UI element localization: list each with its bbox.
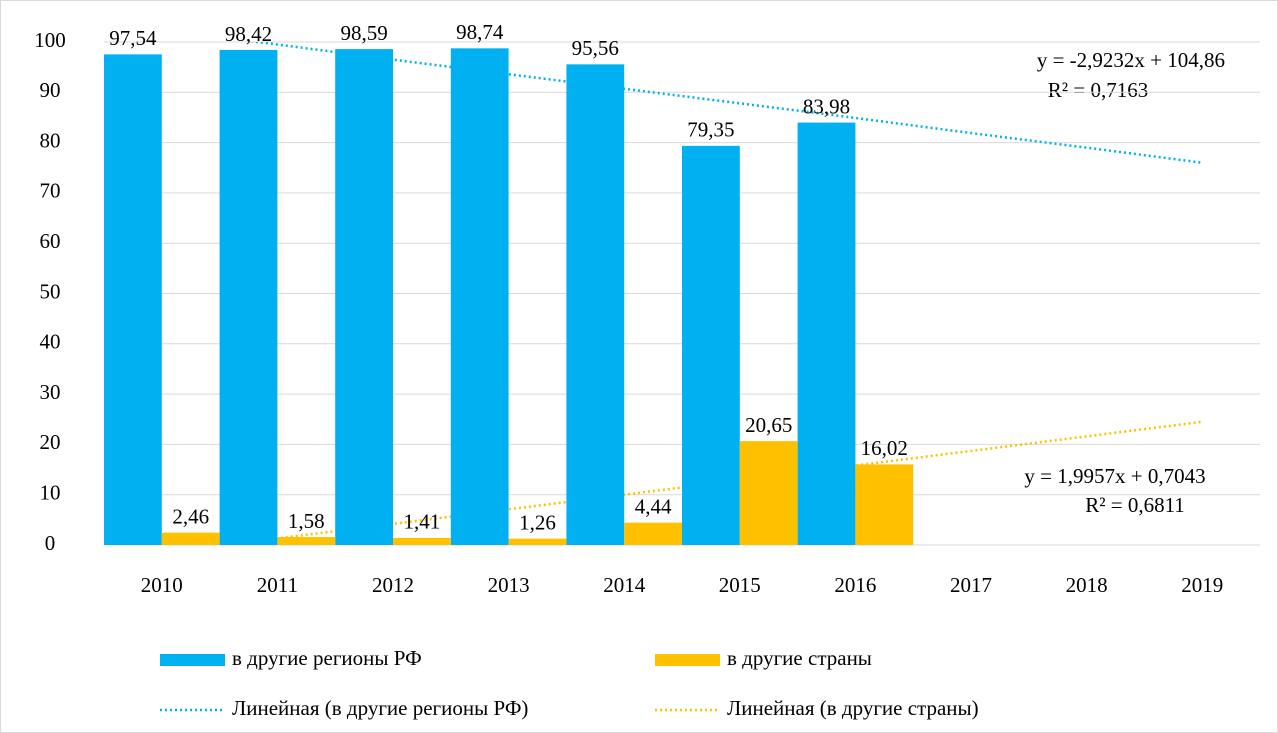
trend-equation: y = -2,9232x + 104,86	[1037, 48, 1225, 72]
data-label: 97,54	[109, 26, 157, 50]
bar	[277, 537, 336, 545]
x-tick-label: 2019	[1181, 573, 1223, 597]
bar	[508, 538, 567, 545]
data-label: 79,35	[687, 118, 734, 142]
y-tick-label: 90	[40, 78, 61, 102]
x-tick-label: 2014	[603, 573, 646, 597]
bar	[219, 49, 278, 546]
legend-swatch	[160, 654, 225, 666]
bar	[104, 54, 162, 545]
x-tick-label: 2013	[488, 573, 530, 597]
data-label: 98,74	[456, 20, 504, 44]
data-label: 2,46	[172, 504, 209, 528]
data-label: 1,58	[288, 509, 325, 533]
x-tick-label: 2012	[372, 573, 414, 597]
y-tick-label: 60	[40, 229, 61, 253]
y-tick-label: 20	[40, 430, 61, 454]
y-tick-label: 70	[40, 179, 61, 203]
data-label: 1,41	[404, 510, 441, 534]
data-label: 16,02	[861, 436, 908, 460]
bar	[739, 441, 798, 545]
data-label: 98,42	[225, 22, 272, 46]
bar	[566, 64, 625, 546]
legend-label: Линейная (в другие страны)	[727, 696, 979, 720]
x-tick-label: 2018	[1066, 573, 1108, 597]
bar	[682, 145, 740, 545]
y-tick-label: 40	[40, 330, 61, 354]
y-tick-label: 30	[40, 380, 61, 404]
y-tick-label: 0	[45, 531, 56, 555]
y-tick-label: 80	[40, 128, 61, 152]
data-label: 20,65	[745, 413, 792, 437]
x-tick-label: 2015	[719, 573, 761, 597]
x-tick-label: 2011	[257, 573, 298, 597]
data-label: 98,59	[340, 21, 387, 45]
x-tick-label: 2017	[950, 573, 992, 597]
y-tick-label: 50	[40, 279, 61, 303]
bar	[855, 464, 914, 545]
bar	[335, 49, 393, 546]
x-tick-label: 2016	[834, 573, 876, 597]
bar	[624, 522, 682, 545]
y-tick-label: 100	[34, 28, 66, 52]
y-tick-label: 10	[40, 481, 61, 505]
x-tick-label: 2010	[141, 573, 183, 597]
trend-equation: y = 1,9957x + 0,7043	[1024, 464, 1205, 488]
bar	[450, 48, 509, 545]
data-label: 1,26	[519, 510, 556, 534]
bar	[393, 537, 451, 545]
bar	[797, 122, 856, 545]
trend-r2: R² = 0,6811	[1085, 493, 1185, 517]
data-label: 95,56	[572, 36, 619, 60]
legend-label: Линейная (в другие регионы РФ)	[232, 696, 528, 720]
bar	[161, 532, 220, 545]
data-label: 83,98	[803, 94, 850, 118]
trend-r2: R² = 0,7163	[1048, 78, 1148, 102]
legend-swatch	[655, 654, 720, 666]
legend-label: в другие регионы РФ	[232, 646, 422, 670]
data-label: 4,44	[635, 494, 672, 518]
legend-label: в другие страны	[727, 646, 872, 670]
